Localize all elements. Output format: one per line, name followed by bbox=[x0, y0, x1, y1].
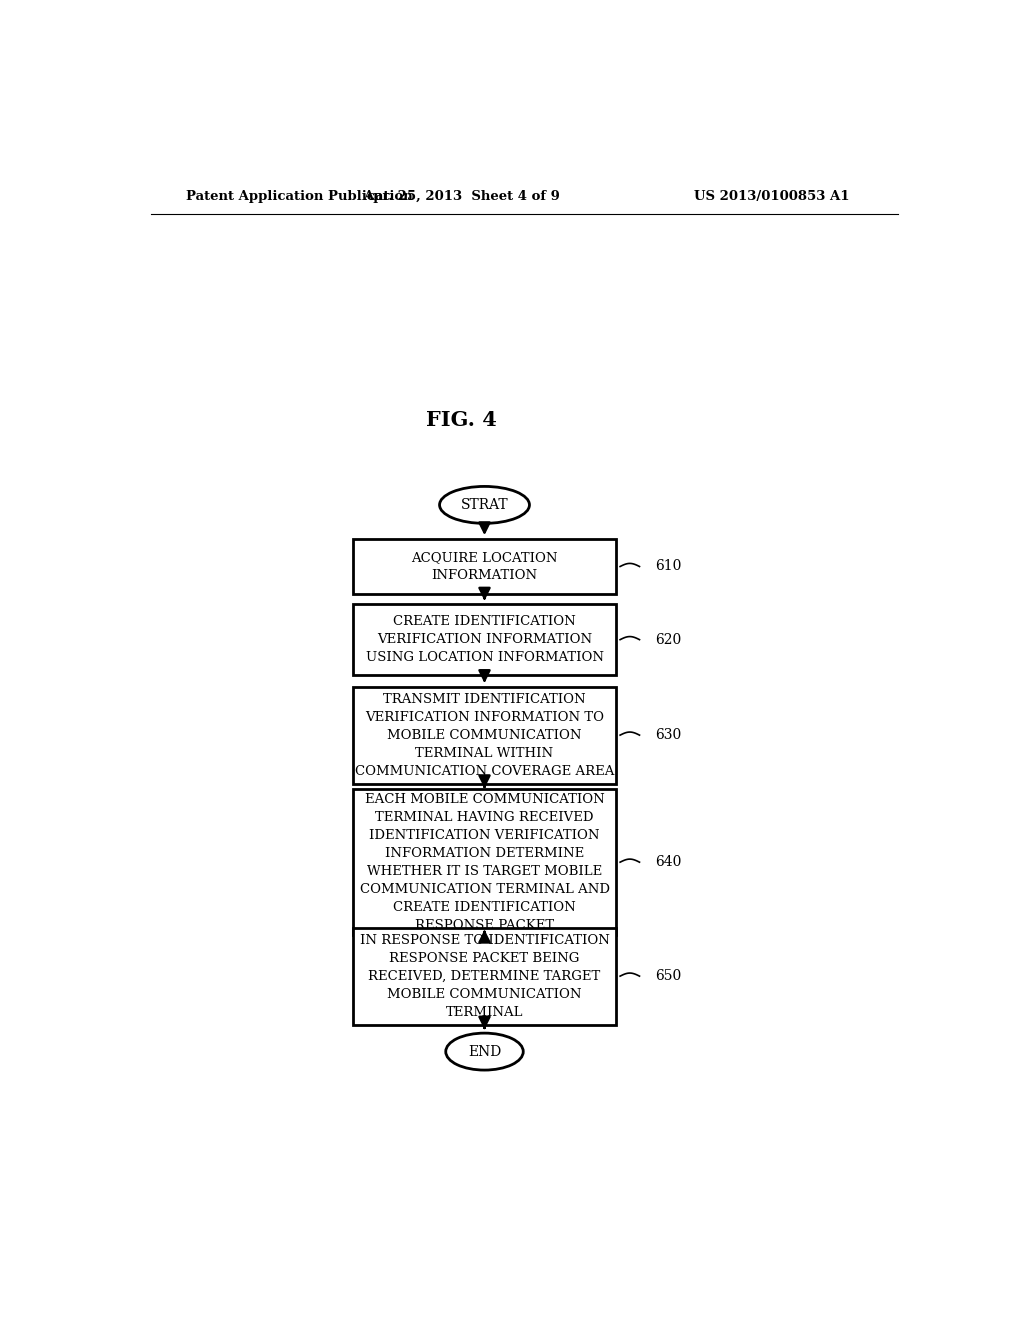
Text: US 2013/0100853 A1: US 2013/0100853 A1 bbox=[693, 190, 849, 203]
Bar bbox=[352, 928, 616, 1024]
Text: END: END bbox=[468, 1044, 501, 1059]
Text: 620: 620 bbox=[655, 632, 681, 647]
Text: Apr. 25, 2013  Sheet 4 of 9: Apr. 25, 2013 Sheet 4 of 9 bbox=[362, 190, 560, 203]
Ellipse shape bbox=[439, 487, 529, 524]
Text: STRAT: STRAT bbox=[461, 498, 508, 512]
Text: IN RESPONSE TO IDENTIFICATION
RESPONSE PACKET BEING
RECEIVED, DETERMINE TARGET
M: IN RESPONSE TO IDENTIFICATION RESPONSE P… bbox=[359, 933, 609, 1019]
Text: ACQUIRE LOCATION
INFORMATION: ACQUIRE LOCATION INFORMATION bbox=[412, 550, 558, 582]
Bar bbox=[352, 605, 616, 675]
Bar bbox=[352, 539, 616, 594]
Ellipse shape bbox=[445, 1034, 523, 1071]
Text: FIG. 4: FIG. 4 bbox=[426, 411, 497, 430]
Bar bbox=[352, 789, 616, 936]
Text: TRANSMIT IDENTIFICATION
VERIFICATION INFORMATION TO
MOBILE COMMUNICATION
TERMINA: TRANSMIT IDENTIFICATION VERIFICATION INF… bbox=[354, 693, 614, 777]
Text: 630: 630 bbox=[655, 729, 681, 742]
Text: EACH MOBILE COMMUNICATION
TERMINAL HAVING RECEIVED
IDENTIFICATION VERIFICATION
I: EACH MOBILE COMMUNICATION TERMINAL HAVIN… bbox=[359, 793, 609, 932]
Text: CREATE IDENTIFICATION
VERIFICATION INFORMATION
USING LOCATION INFORMATION: CREATE IDENTIFICATION VERIFICATION INFOR… bbox=[366, 615, 603, 664]
Text: 640: 640 bbox=[655, 855, 681, 869]
Text: 610: 610 bbox=[655, 560, 681, 573]
Text: 650: 650 bbox=[655, 969, 681, 983]
Text: Patent Application Publication: Patent Application Publication bbox=[186, 190, 413, 203]
Bar bbox=[352, 686, 616, 784]
